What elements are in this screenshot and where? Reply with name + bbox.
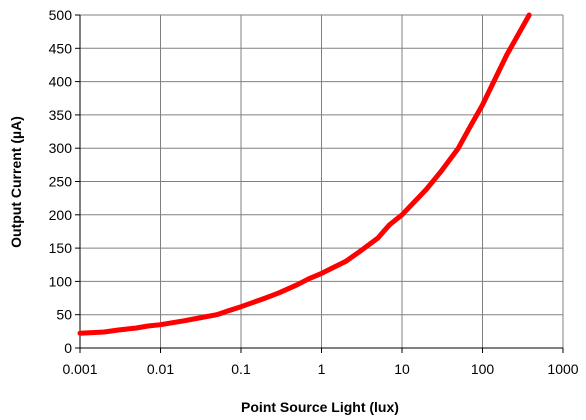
x-axis-ticks: 0.001 0.01 0.1 1 10 100 1000	[62, 348, 579, 377]
series-line	[77, 12, 532, 336]
x-tick-label: 100	[471, 361, 495, 377]
x-tick-label: 0.1	[231, 361, 251, 377]
y-tick-label: 250	[49, 174, 73, 190]
series-group	[77, 12, 532, 336]
y-tick-label: 200	[49, 207, 73, 223]
y-tick-label: 400	[49, 74, 73, 90]
y-axis-label: Output Current (µA)	[8, 116, 24, 248]
x-tick-label: 1	[318, 361, 326, 377]
x-axis-label: Point Source Light (lux)	[241, 399, 399, 415]
x-tick-label: 0.001	[62, 361, 97, 377]
x-tick-label: 10	[394, 361, 410, 377]
y-tick-label: 50	[56, 307, 72, 323]
x-tick-label: 1000	[547, 361, 578, 377]
y-tick-label: 500	[49, 7, 73, 23]
grid-lines	[79, 14, 564, 349]
y-axis-ticks: 0 50 100 150 200 250 300 350 400 450 500	[49, 7, 80, 356]
y-tick-label: 0	[64, 340, 72, 356]
y-tick-label: 100	[49, 273, 73, 289]
x-tick-label: 0.01	[147, 361, 174, 377]
y-tick-label: 450	[49, 40, 73, 56]
y-tick-label: 300	[49, 140, 73, 156]
y-tick-label: 150	[49, 240, 73, 256]
y-tick-label: 350	[49, 107, 73, 123]
